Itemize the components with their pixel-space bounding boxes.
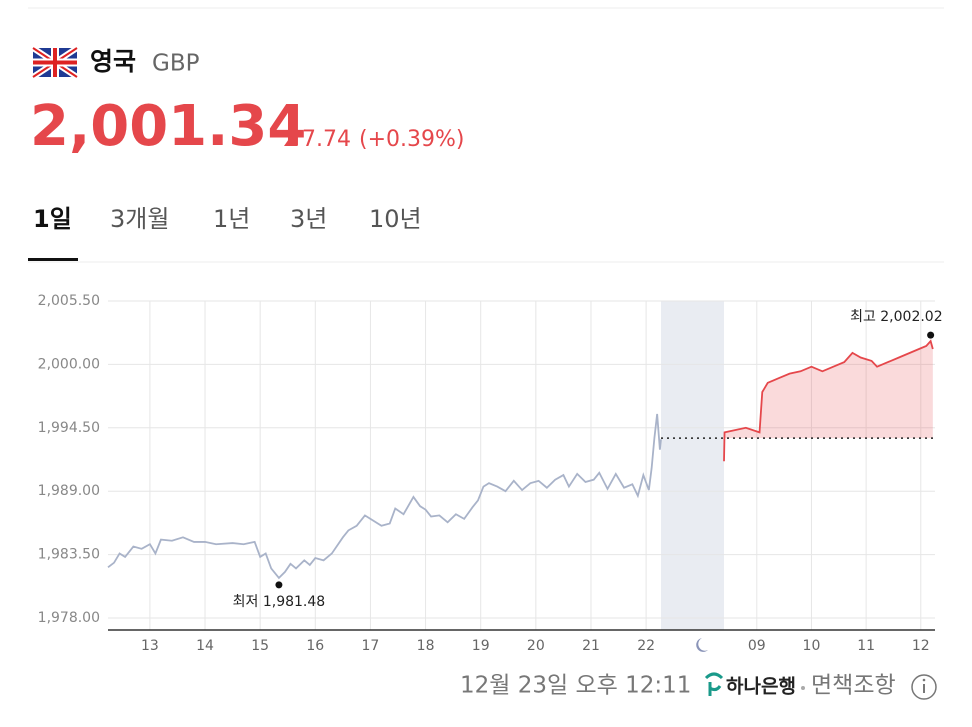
tab[interactable]: 1일 <box>33 205 72 233</box>
extreme-label: 최저 1,981.48 <box>233 594 326 610</box>
tab-underline <box>28 258 78 261</box>
y-tick-label: 1,994.50 <box>38 420 100 436</box>
extreme-dot <box>927 331 935 339</box>
x-tick-label: 16 <box>306 638 324 654</box>
night-icon <box>696 638 708 652</box>
x-tick-label: 15 <box>251 638 269 654</box>
x-tick-label: 19 <box>472 638 490 654</box>
y-tick-label: 1,978.00 <box>38 610 100 626</box>
tab[interactable]: 3년 <box>290 205 327 233</box>
price-line <box>723 339 934 462</box>
timestamp: 12월 23일 오후 12:11 <box>460 673 691 699</box>
x-tick-label: 21 <box>582 638 600 654</box>
x-tick-label: 14 <box>196 638 214 654</box>
x-tick-label: 22 <box>637 638 655 654</box>
x-tick-label: 11 <box>857 638 875 654</box>
code: GBP <box>152 51 200 77</box>
info-icon[interactable] <box>911 674 937 700</box>
disclaimer[interactable]: 면책조항 <box>811 673 896 699</box>
dot-separator <box>801 686 805 690</box>
flag <box>31 45 79 80</box>
change: 7.74 <box>302 127 351 152</box>
x-tick-label: 17 <box>362 638 380 654</box>
y-tick-label: 2,005.50 <box>38 293 100 309</box>
extreme-dot <box>275 581 283 589</box>
y-tick-label: 1,989.00 <box>38 483 100 499</box>
up-arrow <box>284 136 298 146</box>
country: 영국 <box>90 47 136 76</box>
y-tick-label: 1,983.50 <box>38 547 100 563</box>
x-tick-label: 13 <box>141 638 159 654</box>
x-tick-label: 10 <box>803 638 821 654</box>
tab[interactable]: 3개월 <box>110 205 169 233</box>
bank-name: 하나은행 <box>726 676 796 698</box>
area <box>724 341 933 462</box>
y-tick-label: 2,000.00 <box>38 356 100 372</box>
price-line <box>107 413 662 580</box>
tab[interactable]: 1년 <box>213 205 250 233</box>
tab[interactable]: 10년 <box>369 205 422 233</box>
x-tick-label: 09 <box>748 638 766 654</box>
x-tick-label: 20 <box>527 638 545 654</box>
x-tick-label: 12 <box>912 638 930 654</box>
bank-logo <box>704 672 724 696</box>
x-tick-label: 18 <box>417 638 435 654</box>
plot: 1,978.00 1,983.50 1,989.00 1,994.50 2,000.00… <box>38 293 943 654</box>
price: 2,001.34 <box>30 94 306 159</box>
tabs: 1일 3개월 1년 3년 10년 <box>33 205 422 233</box>
extreme-label: 최고 2,002.02 <box>850 309 943 325</box>
closed-band <box>661 301 724 630</box>
change-pct: (+0.39%) <box>359 127 465 152</box>
